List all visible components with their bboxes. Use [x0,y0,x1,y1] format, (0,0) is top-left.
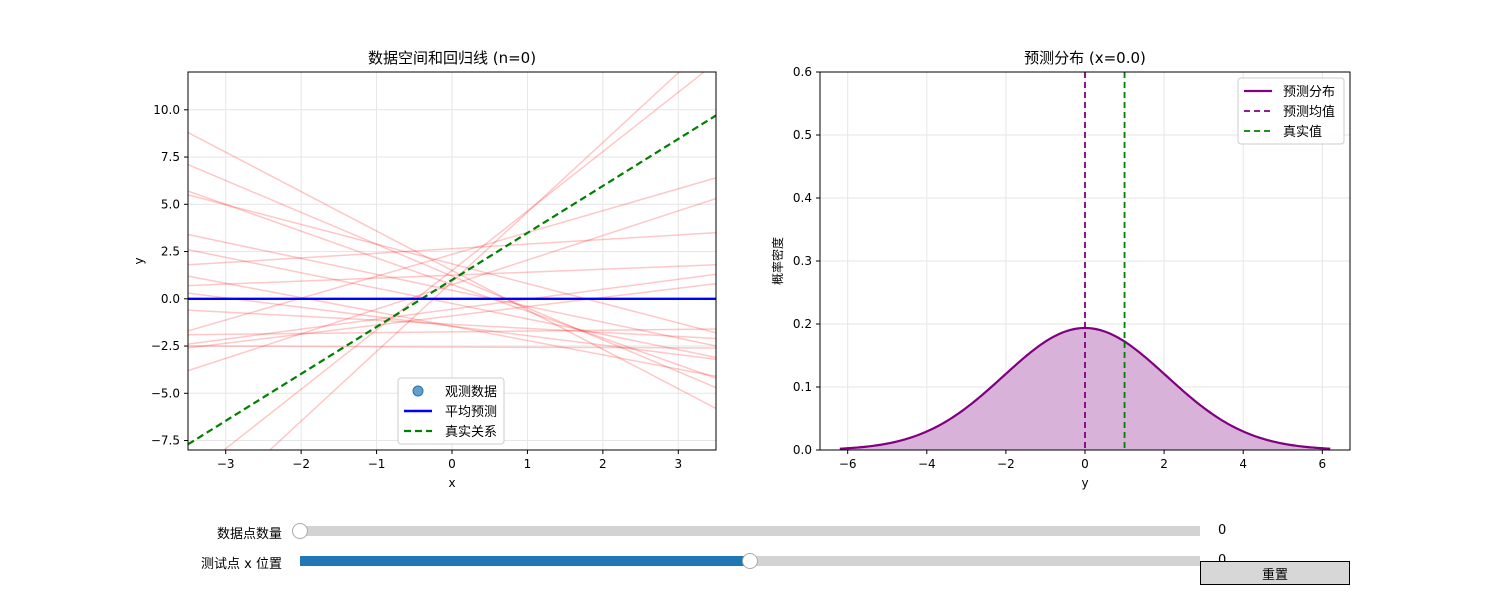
distribution-x-label: y [1081,476,1088,490]
data-count-slider[interactable] [292,523,1200,539]
test-x-slider-handle[interactable] [742,553,758,569]
legend-mean-label: 平均预测 [445,405,497,420]
y-tick-label: −2.5 [151,339,180,353]
sample-line [188,309,716,340]
distribution-fill [839,327,1331,450]
y-tick-label: 0.6 [793,65,812,79]
sample-line [188,292,716,361]
sample-line [188,231,716,266]
y-tick-label: 7.5 [161,150,180,164]
distribution-y-ticks: 0.0 0.1 0.2 0.3 0.4 0.5 0.6 [793,65,820,457]
legend-observed-label: 观测数据 [445,385,497,400]
regression-y-label: y [132,257,146,264]
y-tick-label: 0.0 [793,443,812,457]
x-tick-label: 6 [1318,457,1326,471]
sample-lines [188,72,716,450]
sample-line [188,233,716,347]
sample-line [188,194,716,334]
y-tick-label: −5.0 [151,386,180,400]
sample-line [268,72,681,450]
sample-line [188,177,716,332]
sample-line [188,275,716,378]
true-relation-line [188,114,716,446]
x-tick-label: −2 [292,457,310,471]
regression-legend: 观测数据 平均预测 真实关系 [397,377,505,445]
y-tick-label: 10.0 [153,103,180,117]
sample-line [188,282,716,349]
sample-line [188,328,716,336]
x-tick-label: 3 [674,457,682,471]
data-count-value: 0 [1218,523,1227,538]
test-x-value: 0 [1218,553,1226,568]
sample-line [188,131,716,410]
test-x-slider[interactable] [300,553,1200,569]
distribution-legend: 预测分布 预测均值 真实值 [1237,77,1345,145]
regression-x-ticks: −3 −2 −1 0 1 2 3 [217,450,682,471]
y-tick-label: 2.5 [161,245,180,259]
sample-line [222,72,706,450]
sample-line [188,273,716,345]
sample-line [188,264,716,287]
data-count-label: 数据点数量 [216,527,282,542]
distribution-x-ticks: −6 −4 −2 0 2 4 6 [839,450,1326,471]
x-tick-label: 0 [1081,457,1089,471]
x-tick-label: 2 [599,457,607,471]
sample-line [188,248,716,359]
sample-line [188,345,716,349]
sample-line [188,197,716,372]
y-tick-label: 0.5 [793,128,812,142]
x-tick-label: −2 [997,457,1015,471]
distribution-title: 预测分布 (x=0.0) [1024,49,1146,67]
predictive-distribution-plot: −6 −4 −2 0 2 4 6 0.0 0.1 0.2 0.3 0.4 0.5 0.6 预测分布 (x… [770,49,1351,490]
test-x-slider-fill [300,556,750,566]
x-tick-label: −4 [918,457,936,471]
regression-x-label: x [448,476,455,490]
regression-y-ticks: −7.5 −5.0 −2.5 0.0 2.5 5.0 7.5 10.0 [151,103,188,448]
y-tick-label: 0.1 [793,380,812,394]
regression-title: 数据空间和回归线 (n=0) [368,49,536,67]
test-x-label: 测试点 x 位置 [201,557,282,572]
y-tick-label: −7.5 [151,434,180,448]
y-tick-label: 0.3 [793,254,812,268]
legend-true-label: 真实关系 [445,425,497,440]
regression-plot: −3 −2 −1 0 1 2 3 −7.5−5.0−2.50.02.55.07.510.0 … [132,49,717,490]
y-tick-label: 5.0 [161,197,180,211]
data-count-slider-handle[interactable] [292,523,308,539]
reset-button[interactable]: 重置 [1200,561,1350,585]
x-tick-label: 1 [524,457,532,471]
x-tick-label: −6 [839,457,857,471]
distribution-y-label: 概率密度 [770,237,785,285]
x-tick-label: −1 [368,457,386,471]
observed-data-marker [412,385,424,397]
sample-line [188,163,716,389]
legend-predicted-mean-label: 预测均值 [1283,104,1335,120]
x-tick-label: −3 [217,457,235,471]
sample-line [188,190,716,379]
y-tick-label: 0.0 [161,292,180,306]
y-tick-label: 0.2 [793,317,812,331]
legend-distribution-label: 预测分布 [1283,85,1335,100]
x-tick-label: 4 [1239,457,1247,471]
x-tick-label: 2 [1160,457,1168,471]
x-tick-label: 0 [448,457,456,471]
legend-true-value-label: 真实值 [1283,124,1322,140]
y-tick-label: 0.4 [793,191,812,205]
